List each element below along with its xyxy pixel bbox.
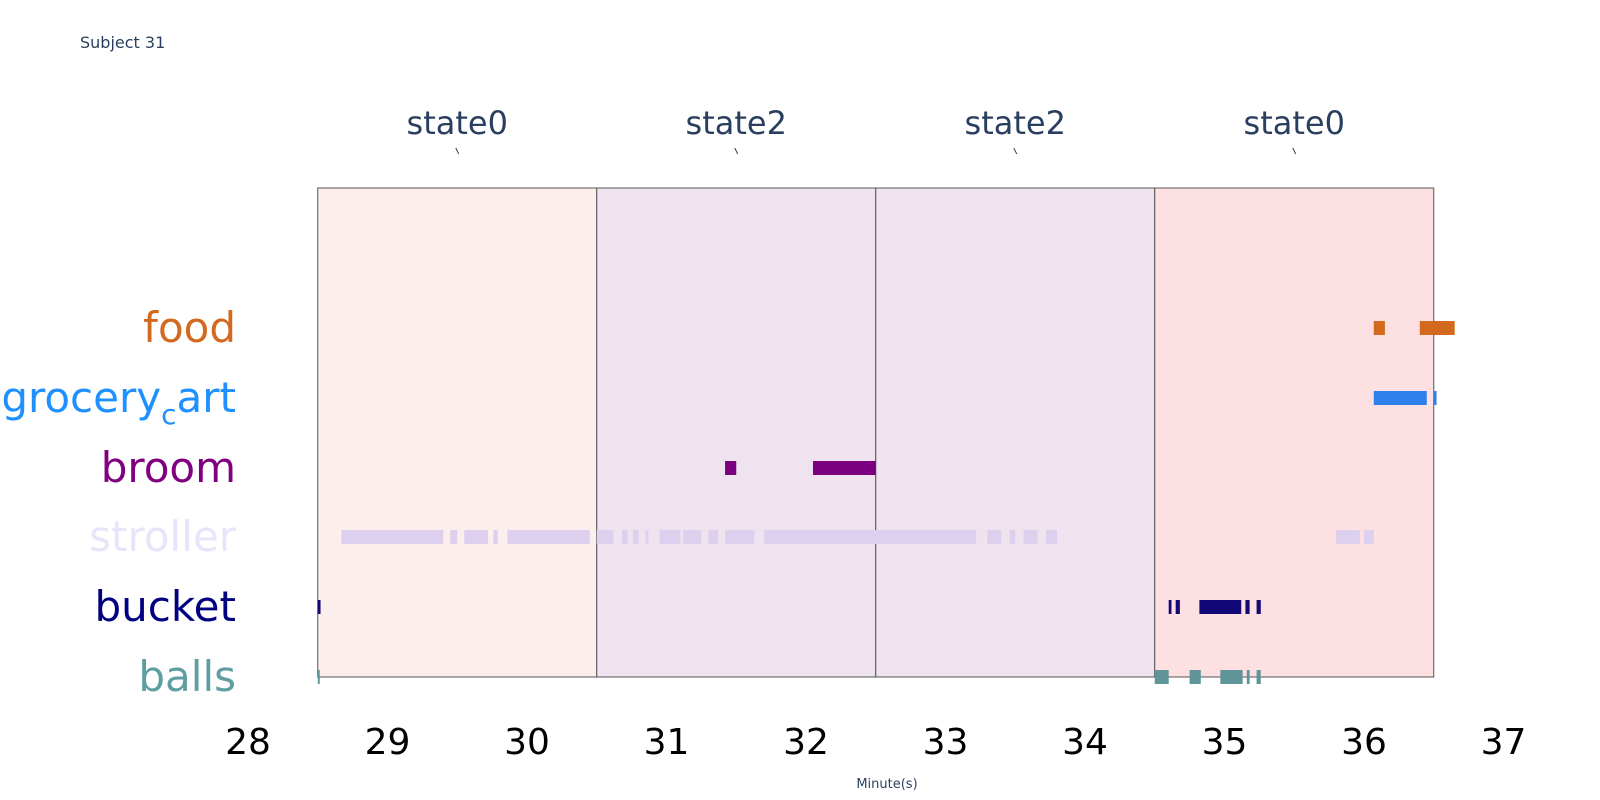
bar-bucket-4 (1245, 600, 1250, 614)
x-tick-33: 33 (923, 722, 969, 763)
state-tick-3 (1292, 147, 1297, 155)
bar-bucket-5 (1256, 600, 1261, 614)
state-label-2: state2 (965, 104, 1066, 142)
bar-balls-3 (1220, 670, 1243, 684)
x-tick-32: 32 (783, 722, 829, 763)
bar-food-1 (1419, 321, 1455, 335)
subject-title: Subject 31 (80, 33, 166, 52)
bar-stroller-18 (1336, 530, 1360, 544)
track-label-grocery_cart: grocerycart (1, 373, 236, 431)
bar-stroller-10 (683, 530, 702, 544)
x-tick-36: 36 (1341, 722, 1387, 763)
state-label-3: state0 (1244, 104, 1345, 142)
bar-stroller-6 (621, 530, 628, 544)
x-tick-30: 30 (504, 722, 550, 763)
bar-food-0 (1373, 321, 1385, 335)
track-label-bucket: bucket (94, 582, 236, 631)
x-tick-37: 37 (1481, 722, 1527, 763)
bar-stroller-5 (596, 530, 614, 544)
x-tick-28: 28 (225, 722, 271, 763)
bar-stroller-12 (725, 530, 755, 544)
x-tick-34: 34 (1062, 722, 1108, 763)
state-tick-2 (1013, 147, 1018, 155)
bar-stroller-14 (987, 530, 1002, 544)
bar-bucket-1 (1168, 600, 1172, 614)
track-label-balls: balls (138, 652, 236, 701)
track-label-stroller: stroller (89, 512, 237, 561)
bar-grocery_cart-0 (1373, 391, 1427, 405)
bar-broom-1 (812, 461, 876, 475)
bar-bucket-2 (1175, 600, 1180, 614)
bar-stroller-8 (645, 530, 649, 544)
bar-bucket-0 (317, 600, 321, 614)
state-label-0: state0 (407, 104, 508, 142)
bar-balls-5 (1256, 670, 1261, 684)
state-block-2 (875, 187, 1156, 678)
state-block-3 (1154, 187, 1435, 678)
x-tick-29: 29 (365, 722, 411, 763)
bar-stroller-16 (1023, 530, 1038, 544)
track-label-broom: broom (101, 443, 236, 492)
bar-balls-2 (1189, 670, 1201, 684)
bar-stroller-17 (1045, 530, 1058, 544)
x-tick-35: 35 (1202, 722, 1248, 763)
bar-bucket-3 (1199, 600, 1242, 614)
bar-grocery_cart-1 (1433, 391, 1437, 405)
bar-stroller-1 (450, 530, 458, 544)
state-label-1: state2 (686, 104, 787, 142)
state-block-1 (596, 187, 877, 678)
bar-stroller-19 (1364, 530, 1374, 544)
bar-stroller-7 (633, 530, 639, 544)
bar-stroller-3 (493, 530, 498, 544)
bar-stroller-0 (341, 530, 444, 544)
bar-balls-1 (1154, 670, 1169, 684)
bar-balls-4 (1246, 670, 1250, 684)
state-tick-1 (734, 147, 739, 155)
bar-stroller-15 (1009, 530, 1016, 544)
bar-stroller-9 (659, 530, 681, 544)
x-axis-label: Minute(s) (856, 777, 918, 792)
bar-stroller-11 (708, 530, 719, 544)
track-label-food: food (143, 303, 236, 352)
bar-stroller-2 (464, 530, 488, 544)
state-block-0 (317, 187, 598, 678)
x-tick-31: 31 (644, 722, 690, 763)
bar-broom-0 (725, 461, 737, 475)
bar-stroller-13 (764, 530, 977, 544)
state-tick-0 (455, 147, 460, 155)
bar-balls-0 (317, 670, 320, 684)
bar-stroller-4 (507, 530, 590, 544)
